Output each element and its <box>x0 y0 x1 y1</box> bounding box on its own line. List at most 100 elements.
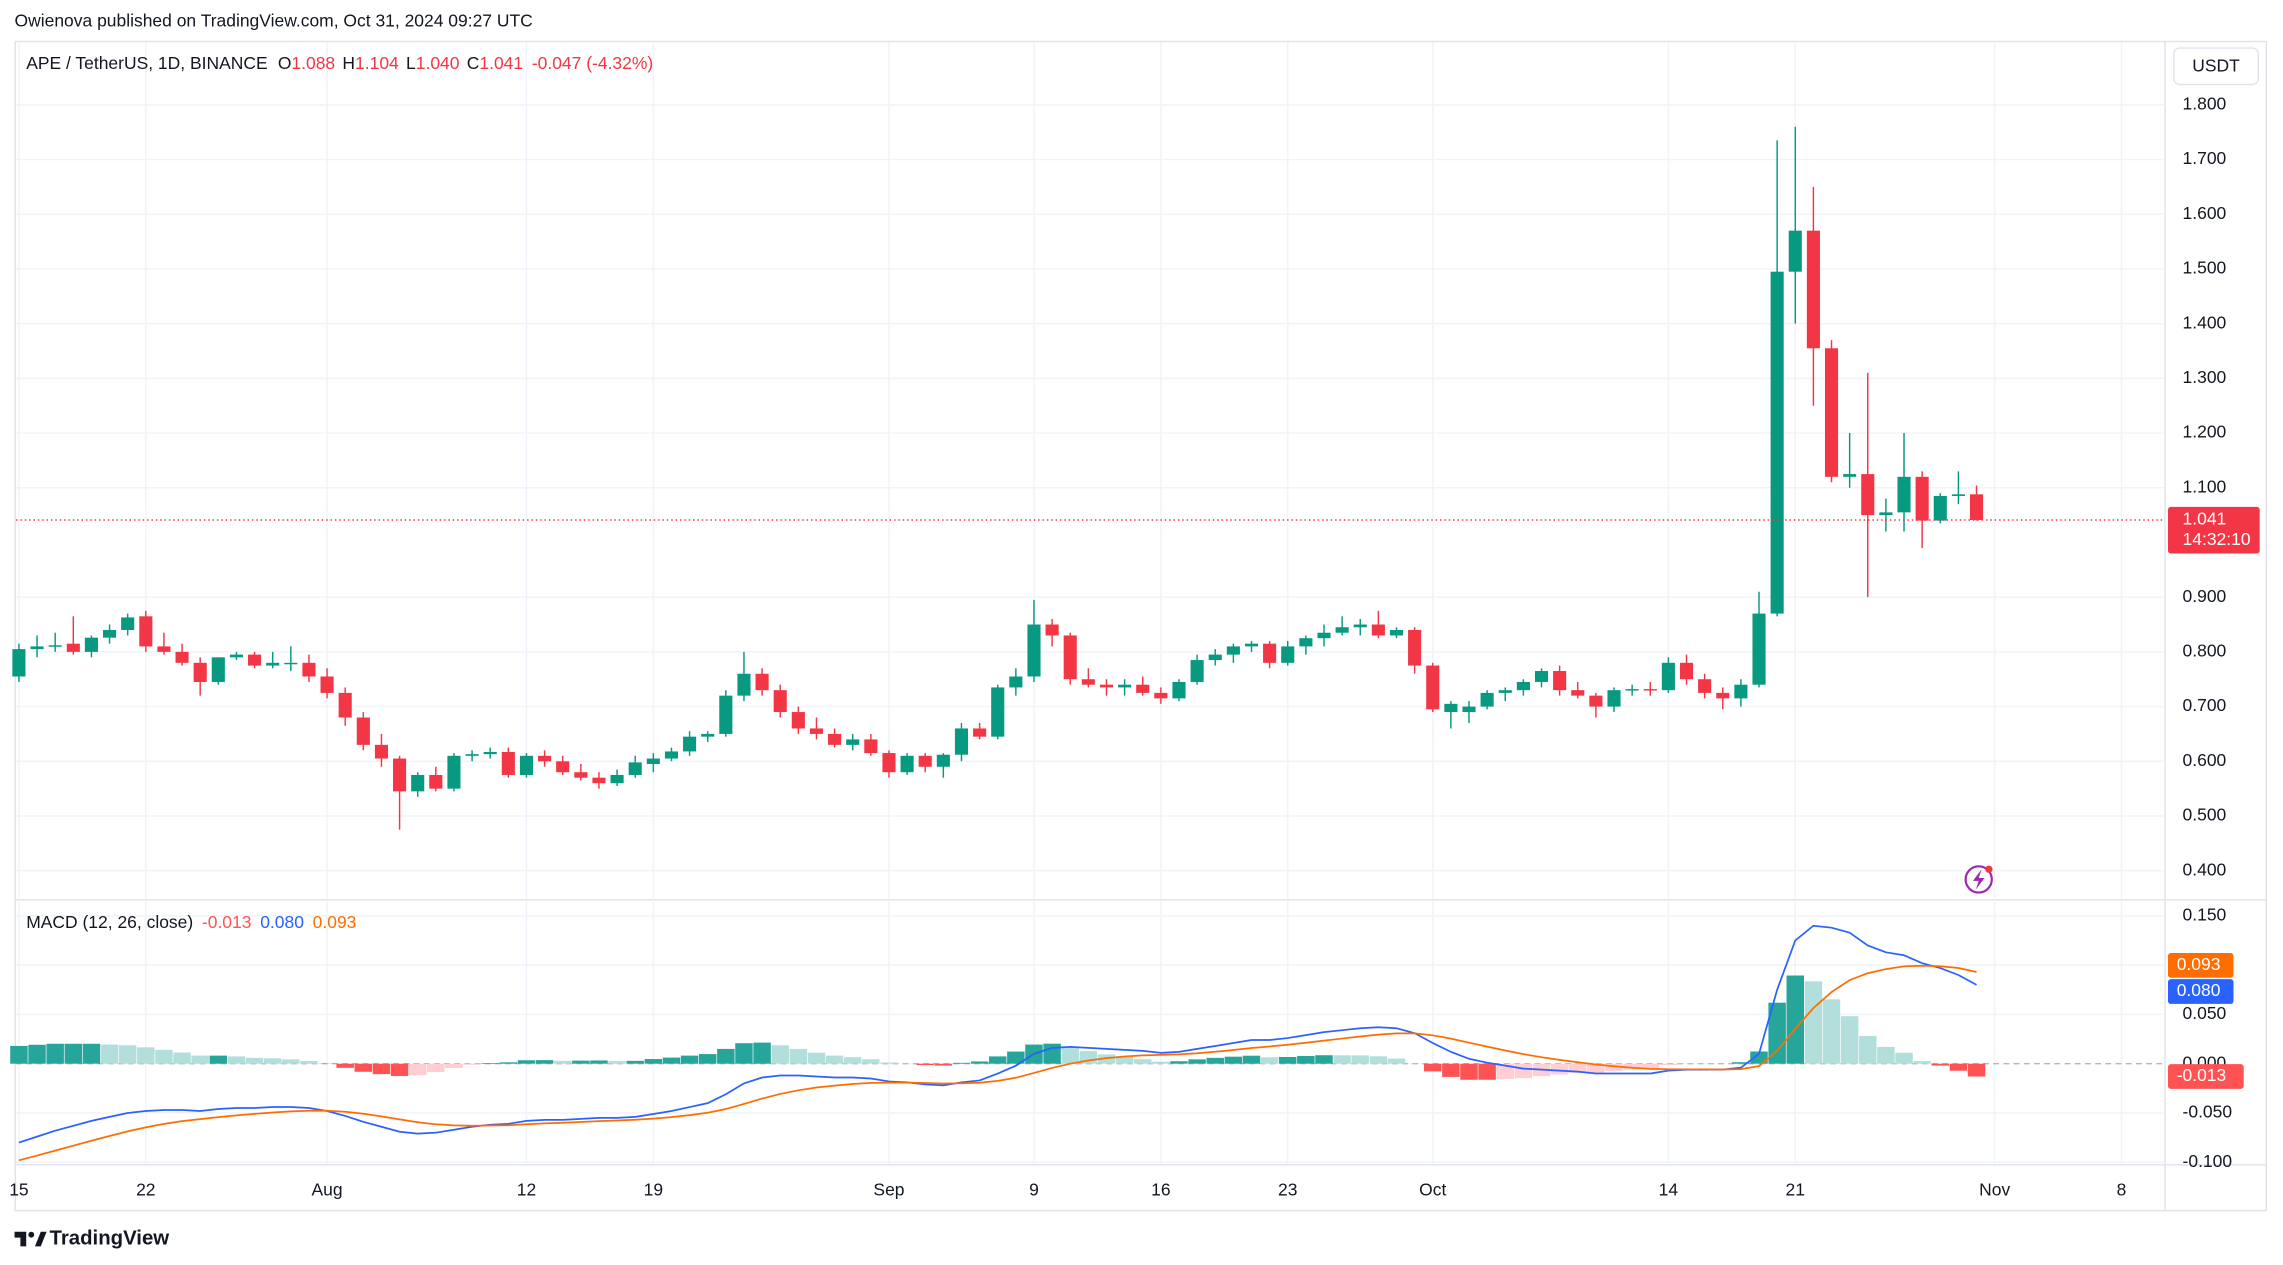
candle-body <box>1734 684 1748 699</box>
candle-body <box>1752 613 1766 685</box>
histogram-bar <box>1043 1043 1061 1064</box>
candle-body <box>1589 695 1603 707</box>
candle-body <box>1661 662 1675 691</box>
candle-body <box>1933 495 1947 521</box>
macd-line <box>18 964 1977 1162</box>
x-tick-label: 22 <box>136 1180 155 1200</box>
histogram-bar <box>553 1060 572 1064</box>
y-tick-label: 0.150 <box>2183 904 2227 924</box>
histogram-bar <box>1967 1063 1986 1077</box>
histogram-bar <box>1242 1055 1261 1064</box>
x-tick-label: 9 <box>1029 1180 1039 1200</box>
histogram-bar <box>662 1057 681 1064</box>
histogram-bar <box>1115 1057 1134 1064</box>
histogram-bar <box>372 1063 391 1075</box>
histogram-bar <box>1369 1056 1388 1064</box>
candle-body <box>447 755 461 789</box>
candle-body <box>1607 690 1621 707</box>
candle-body <box>411 774 425 792</box>
candle-body <box>1788 230 1802 272</box>
candle-body <box>683 736 697 752</box>
candle-body <box>1679 662 1694 680</box>
candle-body <box>1371 624 1385 636</box>
histogram-bar <box>517 1060 536 1064</box>
frame <box>14 40 2267 1212</box>
histogram-bar <box>1569 1063 1587 1074</box>
histogram-bar <box>825 1055 844 1064</box>
candle-body <box>501 751 515 775</box>
ohlc-letter: C <box>467 53 480 73</box>
histogram-bar <box>245 1057 264 1064</box>
candle-body <box>1027 624 1041 677</box>
y-tick-label: 1.800 <box>2183 93 2227 113</box>
candle-body <box>103 629 117 638</box>
price-tag-label: 1.041 <box>2183 509 2227 529</box>
symbol: APE / TetherUS, 1D, BINANCE <box>26 53 267 73</box>
y-tick-label: 0.600 <box>2183 750 2227 770</box>
candle-body <box>1317 632 1331 639</box>
candle-body <box>229 654 243 658</box>
candle-body <box>664 751 679 759</box>
histogram-bar <box>481 1063 499 1064</box>
x-tick-label: 23 <box>1278 1180 1297 1200</box>
histogram-bar <box>1895 1052 1913 1064</box>
histogram-bar <box>1496 1063 1514 1079</box>
histogram-bar <box>1061 1046 1079 1064</box>
histogram-bar <box>1659 1063 1678 1066</box>
histogram-bar <box>789 1048 808 1064</box>
x-tick-label: Sep <box>873 1180 904 1200</box>
histogram-tag <box>2167 1064 2244 1089</box>
candle-body <box>1118 684 1132 688</box>
candle-body <box>1770 271 1784 614</box>
series-value: 0.093 <box>313 912 357 932</box>
y-tick-label: 0.900 <box>2183 586 2227 606</box>
histogram-bar <box>1007 1051 1025 1064</box>
histogram-bar <box>1750 1051 1768 1064</box>
candle-body <box>1426 665 1440 710</box>
histogram-bar <box>1931 1063 1950 1066</box>
histogram-tag-label: -0.013 <box>2177 1065 2227 1085</box>
histogram-bar <box>1641 1063 1659 1069</box>
candle-body <box>1534 671 1549 682</box>
histogram-bar <box>100 1044 119 1064</box>
histogram-bar <box>263 1058 282 1064</box>
histogram-bar <box>698 1054 717 1064</box>
y-tick-label: 1.300 <box>2183 367 2227 387</box>
ohlc-value: 1.041 <box>479 53 523 73</box>
candle-body <box>519 755 534 775</box>
y-tick-label: 1.600 <box>2183 203 2227 223</box>
candle-body <box>574 772 588 778</box>
candle-body <box>266 662 280 666</box>
histogram-bar <box>227 1056 246 1064</box>
candle-body <box>1335 627 1349 633</box>
candle-body <box>719 695 733 734</box>
histogram-bar <box>1768 1002 1786 1064</box>
ohlc-value: 1.040 <box>416 53 460 73</box>
candle-body <box>628 762 642 775</box>
histogram-bar <box>717 1048 735 1064</box>
candle-body <box>175 651 189 663</box>
candle-body <box>1843 474 1857 477</box>
y-tick-label: -0.100 <box>2183 1151 2233 1171</box>
histogram-bar <box>572 1060 590 1064</box>
brand-logo <box>14 1231 47 1247</box>
histogram-bar <box>1949 1063 1968 1071</box>
x-tick-label: Oct <box>1419 1180 1446 1200</box>
histogram-bar <box>1188 1059 1206 1064</box>
histogram-bar <box>173 1052 191 1064</box>
histogram-bar <box>1224 1056 1243 1064</box>
candle-body <box>1299 638 1313 647</box>
candle-body <box>1244 643 1259 647</box>
candle-body <box>1208 654 1222 661</box>
candle-body <box>1824 348 1839 477</box>
candle-body <box>1081 679 1095 685</box>
histogram-bar <box>753 1042 771 1064</box>
currency-label[interactable]: USDT <box>2192 56 2240 76</box>
candle-body <box>1353 624 1367 628</box>
currency-button[interactable] <box>2173 47 2259 86</box>
candle-body <box>900 755 914 773</box>
histogram-bar <box>1840 1016 1859 1064</box>
ohlc-letter: L <box>406 53 416 73</box>
histogram-bar <box>118 1045 137 1064</box>
